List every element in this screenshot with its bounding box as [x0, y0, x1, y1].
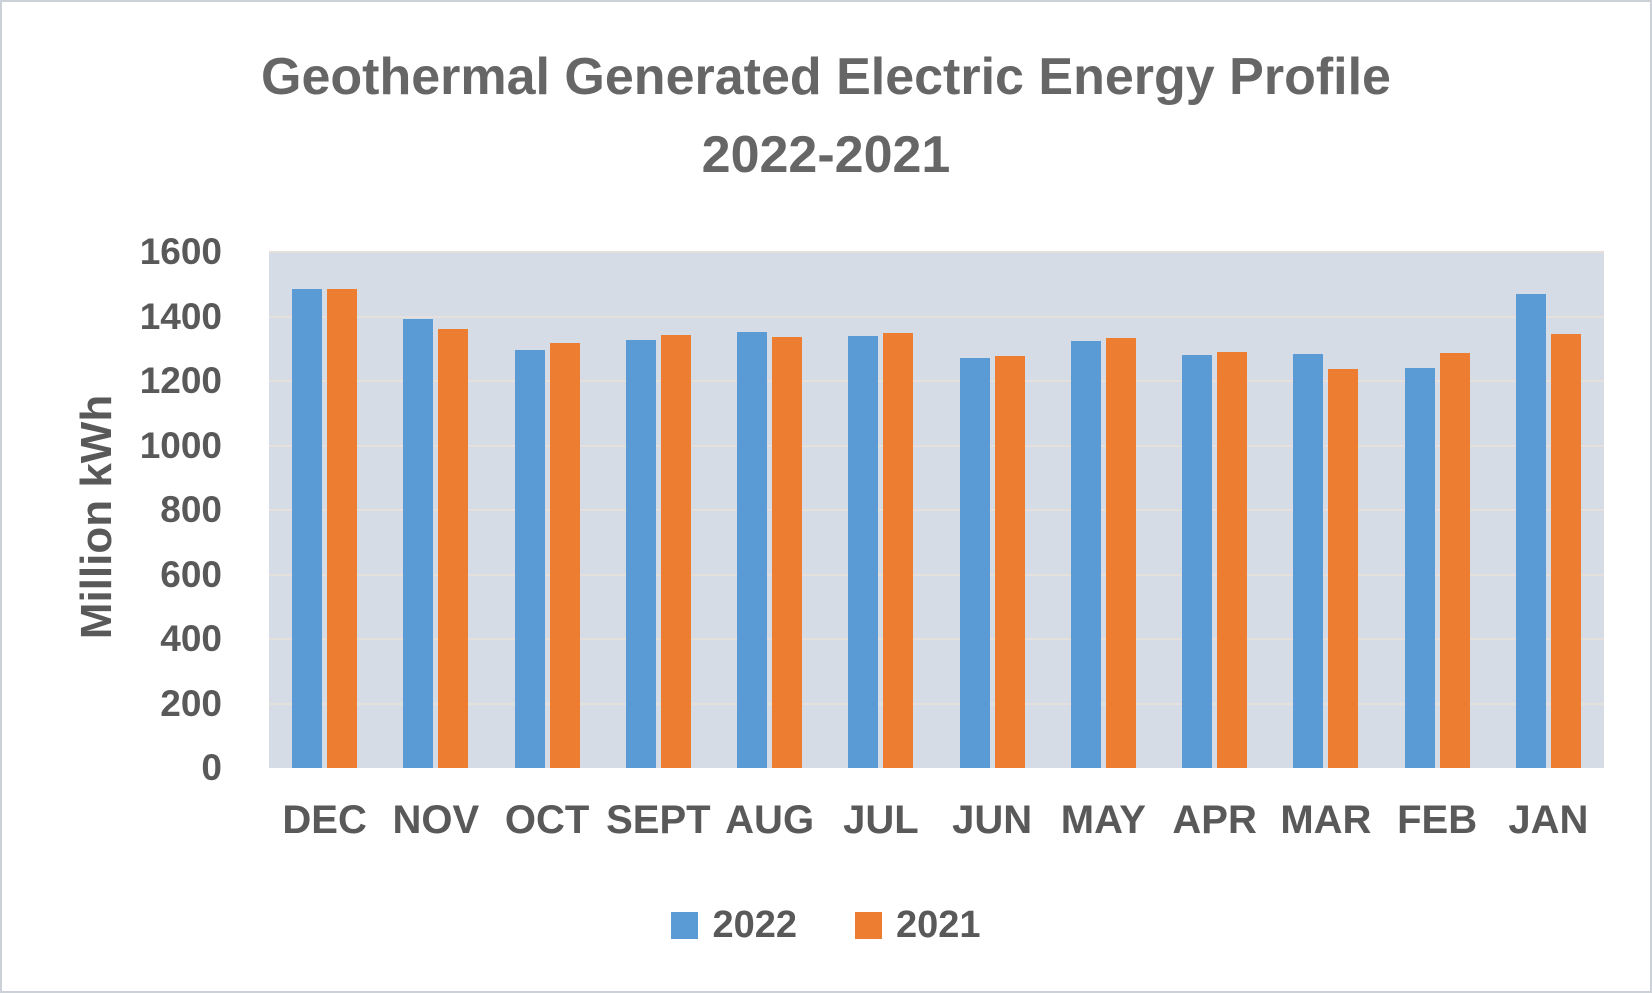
bar-2022-AUG: [737, 331, 768, 768]
chart-title-line1: Geothermal Generated Electric Energy Pro…: [261, 48, 1391, 106]
gridline-400: [269, 638, 1604, 640]
bar-2021-DEC: [327, 288, 358, 768]
gridline-1400: [269, 315, 1604, 318]
bar-group-JUL: [825, 252, 936, 768]
x-label-DEC: DEC: [282, 798, 367, 842]
gridline-1600: [269, 251, 1604, 253]
bar-2021-JUL: [883, 332, 914, 768]
x-axis-labels: DEC NOV OCT SEPT AUG JUL JUN MAY APR MAR FEB JAN: [269, 798, 1604, 843]
bar-2022-JUN: [959, 357, 990, 768]
bar-2022-APR: [1182, 355, 1213, 768]
bar-2021-SEPT: [660, 335, 691, 768]
bar-2021-NOV: [438, 328, 469, 768]
x-label-OCT: OCT: [504, 798, 590, 842]
y-tick-200: 200: [160, 682, 222, 724]
plot-area: [269, 251, 1604, 768]
bar-2021-JUN: [994, 355, 1025, 768]
bar-2021-OCT: [549, 342, 580, 768]
chart-title-line2: 2022-2021: [701, 126, 951, 184]
bar-2022-OCT: [514, 350, 545, 768]
y-tick-0: 0: [201, 747, 222, 788]
bar-group-AUG: [714, 252, 825, 768]
bar-2022-NOV: [403, 318, 434, 768]
bar-groups: [269, 252, 1604, 768]
x-label-MAY: MAY: [1060, 798, 1146, 842]
legend-swatch-2021: [855, 912, 882, 939]
legend-item-2021: 2021: [855, 904, 981, 947]
bar-group-MAY: [1048, 252, 1159, 768]
x-label-JUN: JUN: [952, 798, 1033, 842]
bar-group-MAR: [1270, 252, 1381, 768]
bar-2021-FEB: [1439, 352, 1470, 768]
x-label-FEB: FEB: [1397, 798, 1478, 842]
bar-2022-JAN: [1515, 293, 1546, 768]
bar-2022-FEB: [1404, 368, 1435, 768]
bar-2021-MAR: [1328, 368, 1359, 768]
bar-group-JUN: [937, 252, 1048, 768]
bar-2022-MAR: [1293, 354, 1324, 768]
y-tick-400: 400: [160, 618, 222, 659]
gridline-800: [269, 509, 1604, 511]
y-tick-1600: 1600: [139, 231, 222, 272]
gridline-1000: [269, 444, 1604, 447]
bar-2021-APR: [1217, 351, 1248, 768]
legend-label-2022: 2022: [712, 904, 797, 946]
bar-group-NOV: [380, 252, 491, 768]
x-label-JAN: JAN: [1508, 798, 1589, 842]
y-tick-600: 600: [160, 553, 222, 595]
bar-2022-SEPT: [625, 340, 656, 768]
bar-group-JAN: [1493, 252, 1604, 768]
bar-2021-AUG: [772, 337, 803, 768]
bar-group-FEB: [1382, 252, 1493, 768]
x-label-AUG: AUG: [725, 798, 815, 842]
y-tick-1200: 1200: [139, 360, 222, 401]
bar-2021-MAY: [1105, 338, 1136, 768]
legend: 2022 2021: [2, 904, 1650, 947]
bar-2022-JUL: [848, 335, 879, 768]
chart-title: Geothermal Generated Electric Energy Pro…: [2, 38, 1650, 194]
gridline-200: [269, 702, 1604, 705]
x-label-MAR: MAR: [1280, 798, 1372, 842]
bar-2022-MAY: [1070, 341, 1101, 768]
legend-item-2022: 2022: [671, 904, 797, 947]
x-label-SEPT: SEPT: [606, 798, 711, 842]
y-tick-1400: 1400: [139, 295, 222, 337]
y-axis-tick-labels: 0 200 400 600 800 1000 1200 1400 1600: [2, 232, 222, 788]
x-label-NOV: NOV: [392, 798, 480, 842]
x-label-APR: APR: [1172, 798, 1257, 842]
legend-swatch-2022: [671, 912, 699, 939]
gridline-600: [269, 573, 1604, 576]
bar-group-DEC: [269, 252, 380, 768]
bar-2021-JAN: [1550, 333, 1581, 768]
x-label-JUL: JUL: [843, 798, 919, 842]
bar-2022-DEC: [292, 289, 323, 768]
legend-label-2021: 2021: [896, 904, 981, 946]
gridline-1200: [269, 380, 1604, 382]
bar-group-APR: [1159, 252, 1270, 768]
y-tick-800: 800: [160, 489, 222, 530]
bar-group-SEPT: [603, 252, 714, 768]
y-tick-1000: 1000: [139, 424, 222, 466]
bar-group-OCT: [492, 252, 603, 768]
